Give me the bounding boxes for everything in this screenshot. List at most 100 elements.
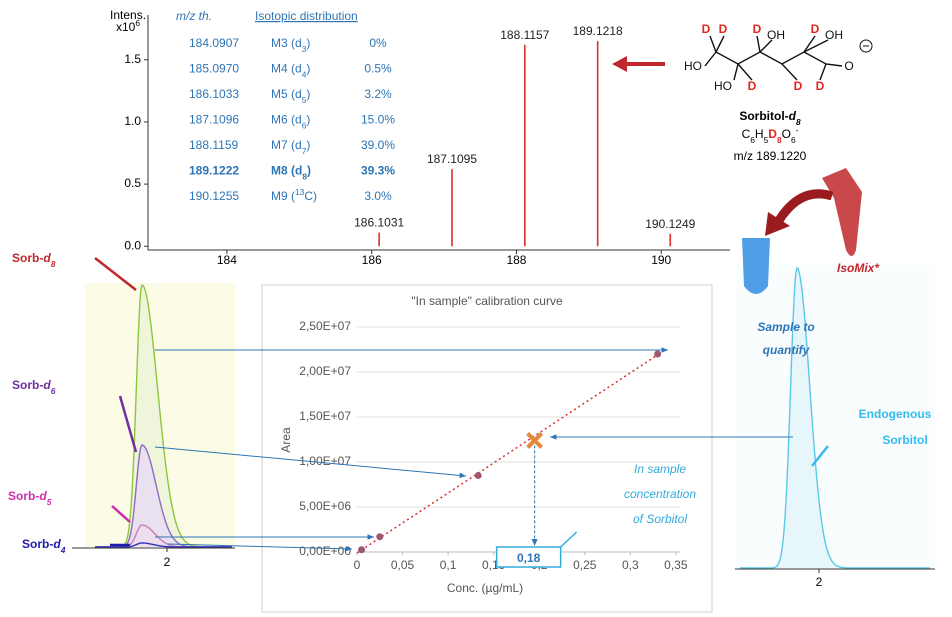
table-isotope-part: 4 (302, 70, 307, 80)
atom: HO (684, 59, 702, 73)
peak-label: 188.1157 (500, 28, 549, 42)
trace-label-part: 4 (60, 545, 66, 555)
right-panel (735, 265, 935, 568)
table-isotope-part: 6 (302, 121, 307, 131)
isomix-tube (822, 168, 862, 256)
transfer-arrow-head (765, 212, 790, 236)
table-isotope-part: M4 (d (271, 62, 302, 76)
y-axis-unit-part: 6 (135, 18, 140, 28)
atom: D (748, 79, 757, 93)
sample-label: Sample to (757, 320, 814, 334)
link-arrow-head (661, 347, 668, 353)
molecule-formula-part: D (768, 127, 777, 141)
x-tick-label: 0 (354, 558, 361, 572)
atom: OH (767, 28, 785, 42)
sample-drop-head (531, 539, 538, 546)
x-tick-label: 0,3 (622, 558, 639, 572)
atom: D (719, 22, 728, 36)
result-connector (560, 531, 578, 548)
table-mz: 187.1096 (189, 113, 239, 127)
y-tick-label: 2,50E+07 (299, 319, 351, 333)
trace-fill (95, 445, 232, 547)
molecule-formula-part: C (742, 127, 751, 141)
y-axis-label: Area (279, 427, 293, 453)
table-isotope-part: ) (306, 138, 310, 152)
trace-label-part: Sorb- (8, 489, 39, 503)
link-arrow (167, 543, 353, 550)
peak-label: 187.1095 (427, 152, 477, 166)
trace-label-part: d (43, 378, 51, 392)
molecule-formula-part: H (755, 127, 764, 141)
trace-label: Sorb-d8 (12, 251, 56, 269)
atom: OH (825, 28, 843, 42)
sample-point (526, 431, 544, 449)
table-isotope-part: C) (304, 189, 317, 203)
table-share: 0% (369, 36, 387, 50)
table-mz: 189.1222 (189, 164, 239, 178)
table-isotope-part: ) (306, 36, 310, 50)
trace-label-part: d (39, 489, 47, 503)
atom: O (844, 59, 853, 73)
leader (94, 257, 137, 291)
molecule-formula-part: 5 (764, 135, 769, 145)
molecule-name-part: d (789, 109, 797, 123)
trace-label-part: d (53, 537, 61, 551)
table-share: 3.0% (364, 189, 392, 203)
molecule-name: Sorbitol-d8 (739, 109, 801, 127)
trace-label-part: Sorb- (12, 251, 43, 265)
calibration-frame (261, 284, 713, 613)
table-mz: 186.1033 (189, 87, 239, 101)
point (376, 533, 384, 541)
link-arrow (154, 446, 467, 477)
trace-label-part: Sorb- (12, 378, 43, 392)
charge (859, 39, 873, 53)
point (654, 350, 662, 358)
x-tick-label: 184 (217, 253, 237, 267)
atom: D (753, 22, 762, 36)
sample-tube (742, 238, 770, 294)
link-arrow-head (550, 434, 557, 440)
table-isotope-part: 13 (295, 187, 305, 197)
trace-label: Sorb-d5 (8, 489, 52, 507)
trace-label-part: 5 (47, 497, 52, 507)
result-box (495, 546, 562, 568)
molecule-name-part: Sorbitol- (739, 109, 788, 123)
trace-label-part: Sorb- (22, 537, 53, 551)
y-axis-unit: x106 (116, 18, 140, 34)
annotation: In sample (634, 462, 686, 476)
table-isotope-part: M3 (d (271, 36, 302, 50)
y-tick-label: 0.0 (124, 238, 141, 252)
link-arrow-head (367, 534, 374, 540)
trace-label-part: 8 (51, 259, 56, 269)
trace-label: Sorb-d6 (12, 378, 56, 396)
table-isotope: M8 (d8) (271, 164, 311, 182)
y-tick-label: 1.0 (124, 114, 141, 128)
table-header: m/z th. (176, 9, 212, 23)
table-header: Isotopic distribution (255, 9, 358, 23)
point (358, 546, 366, 554)
trendline (356, 354, 659, 554)
table-isotope: M6 (d6) (271, 113, 310, 131)
molecule-formula-part: - (796, 125, 799, 135)
table-isotope-part: ) (307, 164, 311, 178)
trace-axis-label: 2 (164, 555, 171, 569)
table-share: 3.2% (364, 87, 392, 101)
table-share: 39.0% (361, 138, 395, 152)
table-isotope: M9 (13C) (271, 187, 317, 203)
molecule-formula-part: 8 (777, 135, 782, 145)
table-isotope-part: M7 (d (271, 138, 302, 152)
x-tick-label: 0,05 (391, 558, 415, 572)
table-isotope-part: M6 (d (271, 113, 302, 127)
molecule-formula: C6H5D8O6- (742, 125, 799, 145)
table-isotope-part: 7 (302, 146, 307, 156)
annotation: of Sorbitol (633, 512, 687, 526)
table-mz: 190.1255 (189, 189, 239, 203)
x-axis-label: Conc. (µg/mL) (447, 581, 523, 595)
table-mz: 188.1159 (189, 138, 238, 152)
y-tick-label: 0.5 (124, 176, 141, 190)
x-tick-label: 0,25 (573, 558, 597, 572)
table-isotope-part: 3 (302, 44, 307, 54)
table-share: 39.3% (361, 164, 395, 178)
result-value: 0,18 (517, 551, 541, 565)
